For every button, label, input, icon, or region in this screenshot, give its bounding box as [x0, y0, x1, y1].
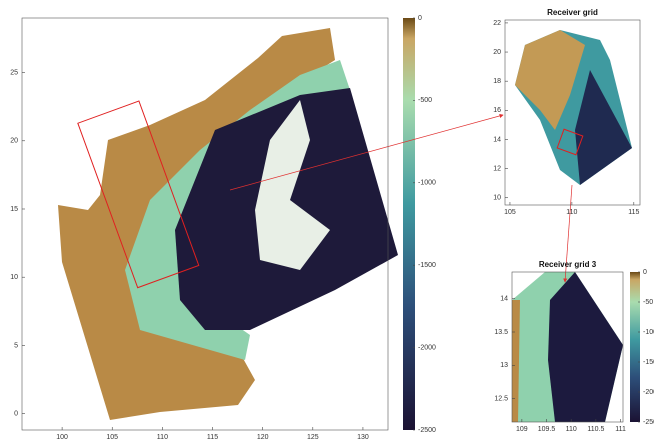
colorbar-tick-label: -200: [643, 389, 654, 396]
colorbar-tick-label: -1500: [418, 262, 436, 269]
x-tick-label: 111: [615, 426, 626, 433]
y-tick-label: 20: [10, 138, 18, 145]
y-tick-label: 13.5: [494, 329, 508, 336]
y-tick-label: 10: [493, 195, 501, 202]
colorbar-tick-label: 0: [643, 269, 647, 276]
x-tick-label: 110: [566, 209, 577, 216]
colorbar-tick-label: 0: [418, 15, 422, 22]
colorbar-tick-label: -150: [643, 359, 654, 366]
y-tick-label: 15: [10, 206, 18, 213]
colorbar-tick-label: -100: [643, 329, 654, 336]
y-tick-label: 0: [14, 410, 18, 417]
main-map: [58, 28, 398, 420]
x-tick-label: 120: [257, 434, 269, 441]
x-tick-label: 110: [566, 426, 577, 433]
colorbar: [403, 18, 415, 430]
colorbar: [630, 272, 640, 422]
y-tick-label: 14: [500, 296, 508, 303]
x-tick-label: 115: [628, 209, 639, 216]
panel-title: Receiver grid 3: [539, 260, 597, 269]
x-tick-label: 110: [157, 434, 168, 441]
x-tick-label: 100: [56, 434, 68, 441]
colorbar-tick-label: -250: [643, 419, 654, 426]
x-tick-label: 105: [504, 209, 516, 216]
y-tick-label: 12: [493, 165, 501, 172]
colorbar-tick-label: -1000: [418, 180, 436, 187]
panel-title: Receiver grid: [547, 8, 598, 17]
x-tick-label: 115: [207, 434, 218, 441]
y-tick-label: 14: [493, 136, 501, 143]
x-tick-label: 109.5: [538, 426, 556, 433]
y-tick-label: 12.5: [494, 396, 508, 403]
y-tick-label: 22: [493, 20, 501, 27]
receiver3-map: [512, 272, 623, 422]
x-tick-label: 105: [106, 434, 118, 441]
figure: 10010511011512012513005101520250-500-100…: [0, 0, 654, 441]
colorbar-tick-label: -2500: [418, 427, 436, 434]
x-tick-label: 109: [516, 426, 528, 433]
x-tick-label: 125: [307, 434, 319, 441]
x-tick-label: 110.5: [587, 426, 604, 433]
y-tick-label: 10: [10, 274, 18, 281]
page: {"chart_data": [ {"type": "heatmap", "xl…: [0, 0, 654, 441]
colorbar-tick-label: -50: [643, 299, 653, 306]
x-tick-label: 130: [357, 434, 369, 441]
colorbar-tick-label: -2000: [418, 344, 436, 351]
y-tick-label: 18: [493, 78, 501, 85]
y-tick-label: 5: [14, 342, 18, 349]
y-tick-label: 25: [10, 69, 18, 76]
colorbar-tick-label: -500: [418, 97, 432, 104]
y-tick-label: 13: [500, 362, 508, 369]
y-tick-label: 20: [493, 49, 501, 56]
receiver-map: [515, 30, 632, 185]
y-tick-label: 16: [493, 107, 501, 114]
